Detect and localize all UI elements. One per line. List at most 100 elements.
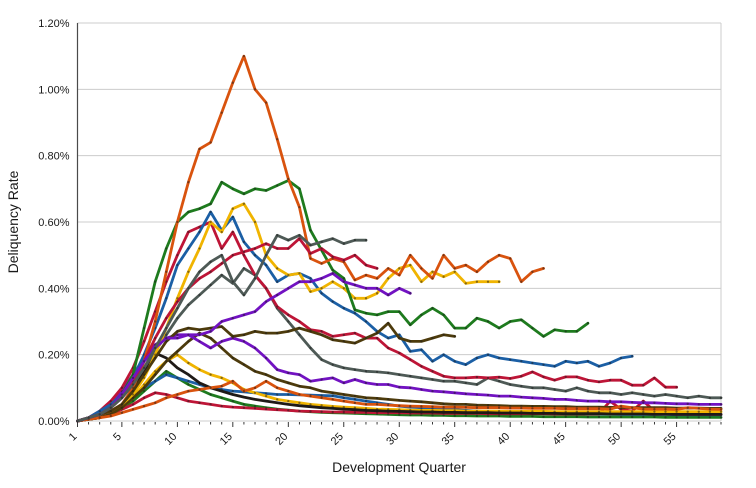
point-marker (564, 330, 567, 333)
point-marker (242, 395, 246, 399)
point-marker (231, 317, 234, 320)
point-marker (142, 386, 146, 389)
y-tick-label-0.40%: 0.40% (38, 283, 69, 295)
point-marker (364, 411, 368, 414)
point-marker (608, 410, 612, 413)
point-marker (198, 401, 201, 404)
point-marker (176, 353, 179, 356)
point-marker (464, 411, 467, 414)
point-marker (597, 415, 601, 419)
point-marker (320, 287, 323, 290)
point-marker (497, 394, 501, 398)
point-marker (276, 247, 279, 250)
point-marker (264, 263, 268, 267)
point-marker (531, 407, 534, 410)
point-marker (309, 280, 312, 283)
point-marker (364, 287, 368, 290)
point-marker (276, 386, 279, 389)
point-marker (542, 363, 545, 366)
point-marker (264, 356, 268, 360)
point-marker (331, 363, 334, 366)
point-marker (608, 391, 612, 394)
point-marker (708, 396, 712, 399)
y-tick-label-0.20%: 0.20% (38, 350, 69, 362)
point-marker (176, 393, 179, 396)
point-marker (509, 411, 512, 415)
point-marker (697, 410, 700, 413)
point-marker (142, 389, 146, 393)
point-marker (719, 410, 723, 413)
point-marker (542, 397, 545, 400)
point-marker (220, 247, 223, 250)
point-marker (597, 380, 601, 384)
point-marker (264, 189, 268, 192)
point-marker (364, 381, 368, 385)
point-marker (242, 55, 246, 58)
point-marker (176, 317, 179, 320)
point-marker (475, 393, 479, 396)
point-marker (442, 254, 445, 257)
point-marker (220, 273, 223, 277)
x-tick-label-20: 20 (273, 431, 290, 448)
point-marker (387, 371, 390, 375)
point-marker (542, 415, 545, 418)
point-marker (686, 413, 689, 416)
point-marker (353, 394, 357, 398)
point-marker (187, 380, 190, 383)
point-marker (520, 318, 523, 321)
point-marker (509, 406, 512, 410)
point-marker (276, 398, 279, 401)
point-marker (409, 413, 412, 417)
point-marker (342, 410, 345, 414)
point-marker (475, 280, 479, 283)
point-marker (298, 393, 301, 396)
point-marker (442, 275, 445, 278)
point-marker (131, 389, 135, 393)
point-marker (398, 310, 401, 313)
point-marker (264, 399, 268, 403)
point-marker (131, 396, 135, 399)
point-marker (309, 277, 312, 280)
point-marker (98, 416, 101, 419)
point-marker (87, 416, 90, 419)
point-marker (231, 215, 234, 219)
point-marker (154, 391, 157, 394)
point-marker (131, 383, 135, 386)
point-marker (431, 307, 434, 310)
point-marker (464, 282, 467, 285)
point-marker (209, 202, 212, 205)
point-marker (154, 401, 157, 404)
point-marker (719, 403, 723, 406)
point-marker (575, 407, 578, 410)
point-marker (298, 385, 301, 388)
point-marker (575, 415, 578, 418)
point-marker (187, 287, 190, 290)
point-marker (231, 399, 234, 403)
point-marker (475, 317, 479, 320)
point-marker (220, 346, 223, 350)
point-marker (564, 405, 567, 408)
point-marker (453, 376, 456, 380)
point-marker (264, 287, 268, 290)
x-tick-label-40: 40 (495, 431, 512, 448)
point-marker (375, 409, 379, 412)
point-marker (542, 267, 545, 270)
point-marker (264, 101, 268, 104)
point-marker (464, 363, 467, 366)
point-marker (187, 303, 190, 307)
point-marker (597, 412, 601, 415)
point-marker (165, 373, 168, 376)
point-marker (642, 407, 645, 411)
point-marker (264, 394, 268, 398)
point-marker (165, 340, 168, 343)
point-marker (198, 147, 201, 151)
point-marker (154, 336, 157, 340)
point-marker (298, 333, 301, 336)
point-marker (198, 340, 201, 343)
point-marker (209, 330, 212, 333)
point-marker (564, 375, 567, 379)
point-marker (431, 360, 434, 363)
point-marker (364, 312, 368, 315)
point-marker (353, 368, 357, 371)
point-marker (109, 414, 112, 418)
